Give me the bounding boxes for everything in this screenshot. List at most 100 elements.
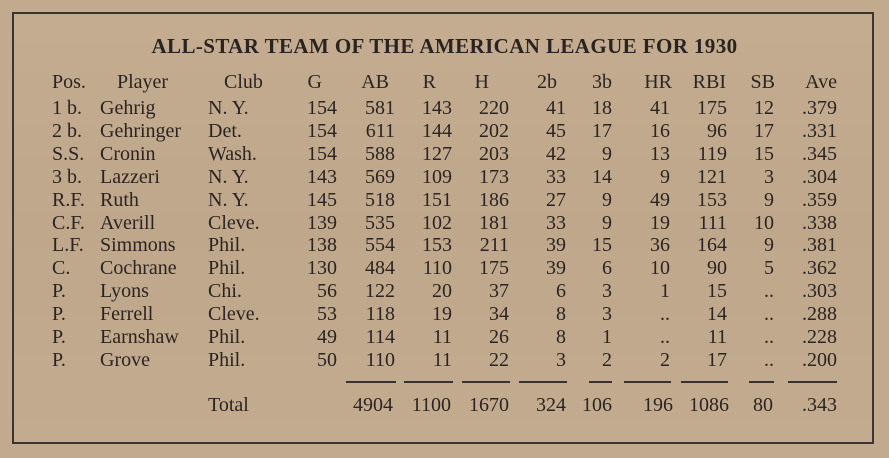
table-frame — [12, 12, 874, 444]
cell-pos: 2 b. — [52, 120, 82, 142]
cell-2b: 39 — [546, 234, 566, 256]
cell-3b: 3 — [602, 303, 612, 325]
cell-ave: .303 — [802, 280, 837, 302]
column-header-ave: Ave — [805, 71, 837, 93]
cell-h: 173 — [479, 166, 509, 188]
cell-pos: P. — [52, 303, 66, 325]
cell-ave: .304 — [802, 166, 837, 188]
total-rule — [624, 381, 671, 383]
cell-3b: 6 — [602, 257, 612, 279]
total-rule — [681, 381, 728, 383]
cell-club: N. Y. — [208, 189, 249, 211]
cell-h: 37 — [489, 280, 509, 302]
column-header-club: Club — [224, 71, 263, 93]
cell-r: 151 — [422, 189, 452, 211]
cell-sb: 5 — [764, 257, 774, 279]
cell-rbi: 175 — [697, 97, 727, 119]
cell-2b: 8 — [556, 303, 566, 325]
cell-ave: .338 — [802, 212, 837, 234]
cell-3b: 15 — [592, 234, 612, 256]
cell-ab: 110 — [365, 349, 395, 371]
cell-hr: 13 — [650, 143, 670, 165]
cell-club: Phil. — [208, 234, 246, 256]
cell-g: 145 — [307, 189, 337, 211]
cell-sb: .. — [764, 303, 774, 325]
column-header-sb: SB — [750, 71, 775, 93]
cell-g: 154 — [307, 120, 337, 142]
cell-pos: R.F. — [52, 189, 85, 211]
column-header-3b: 3b — [592, 71, 612, 93]
cell-pos: C. — [52, 257, 71, 279]
cell-club: N. Y. — [208, 97, 249, 119]
cell-rbi: 119 — [697, 143, 727, 165]
cell-2b: 27 — [546, 189, 566, 211]
cell-h: 26 — [489, 326, 509, 348]
cell-player: Earnshaw — [100, 326, 179, 348]
cell-3b: 3 — [602, 280, 612, 302]
cell-g: 139 — [307, 212, 337, 234]
cell-g: 49 — [317, 326, 337, 348]
column-header-ab: AB — [361, 71, 389, 93]
cell-player: Lazzeri — [100, 166, 160, 188]
cell-g: 53 — [317, 303, 337, 325]
cell-sb: 12 — [754, 97, 774, 119]
cell-ab: 569 — [365, 166, 395, 188]
cell-sb: 9 — [764, 234, 774, 256]
cell-ab: 122 — [365, 280, 395, 302]
cell-r: 144 — [422, 120, 452, 142]
cell-ab: 554 — [365, 234, 395, 256]
cell-pos: 1 b. — [52, 97, 82, 119]
cell-3b: 2 — [602, 349, 612, 371]
cell-player: Ferrell — [100, 303, 154, 325]
total-rule — [589, 381, 612, 383]
total-rule — [749, 381, 774, 383]
cell-ave: .288 — [802, 303, 837, 325]
cell-pos: P. — [52, 349, 66, 371]
cell-player: Cronin — [100, 143, 156, 165]
cell-2b: 42 — [546, 143, 566, 165]
cell-g: 143 — [307, 166, 337, 188]
cell-h: 220 — [479, 97, 509, 119]
cell-2b: 39 — [546, 257, 566, 279]
cell-2b: 3 — [556, 349, 566, 371]
cell-player: Gehrig — [100, 97, 156, 119]
cell-ab: 484 — [365, 257, 395, 279]
cell-h: 211 — [479, 234, 509, 256]
cell-rbi: 153 — [697, 189, 727, 211]
total-rule — [404, 381, 453, 383]
cell-player: Grove — [100, 349, 150, 371]
cell-g: 130 — [307, 257, 337, 279]
cell-hr: 1 — [660, 280, 670, 302]
cell-ab: 118 — [365, 303, 395, 325]
cell-r: 19 — [432, 303, 452, 325]
cell-player: Ruth — [100, 189, 139, 211]
cell-h: 175 — [479, 257, 509, 279]
cell-r: 109 — [422, 166, 452, 188]
cell-ave: .200 — [802, 349, 837, 371]
total-2b: 324 — [536, 394, 566, 416]
cell-h: 203 — [479, 143, 509, 165]
cell-g: 56 — [317, 280, 337, 302]
cell-ab: 611 — [365, 120, 395, 142]
total-rule — [788, 381, 837, 383]
cell-ab: 588 — [365, 143, 395, 165]
cell-hr: 2 — [660, 349, 670, 371]
cell-hr: 16 — [650, 120, 670, 142]
cell-r: 153 — [422, 234, 452, 256]
table-title: ALL-STAR TEAM OF THE AMERICAN LEAGUE FOR… — [151, 34, 738, 58]
cell-ab: 518 — [365, 189, 395, 211]
cell-g: 50 — [317, 349, 337, 371]
cell-ab: 114 — [365, 326, 395, 348]
cell-g: 154 — [307, 97, 337, 119]
cell-r: 11 — [432, 349, 452, 371]
cell-rbi: 90 — [707, 257, 727, 279]
column-header-2b: 2b — [537, 71, 557, 93]
total-rbi: 1086 — [689, 394, 729, 416]
cell-sb: 3 — [764, 166, 774, 188]
cell-rbi: 17 — [707, 349, 727, 371]
cell-3b: 14 — [592, 166, 612, 188]
total-label: Total — [208, 394, 249, 416]
cell-club: Det. — [208, 120, 242, 142]
column-header-rbi: RBI — [692, 71, 726, 93]
cell-g: 138 — [307, 234, 337, 256]
